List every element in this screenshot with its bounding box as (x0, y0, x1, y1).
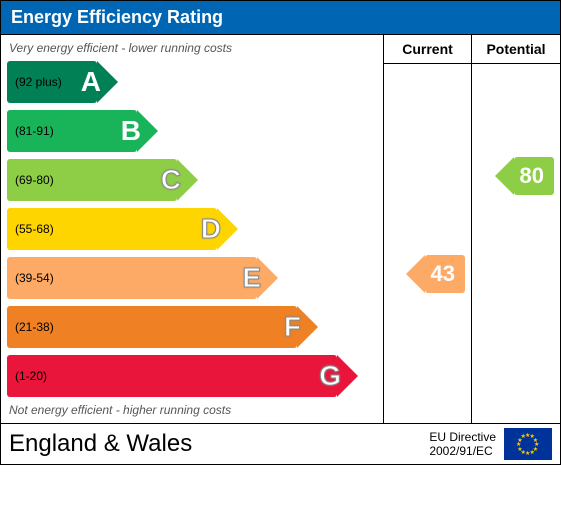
bands-column: Very energy efficient - lower running co… (1, 35, 384, 423)
current-pointer: 43 (425, 255, 465, 293)
band-letter: C (161, 164, 181, 196)
chart-title: Energy Efficiency Rating (1, 1, 560, 34)
directive-line1: EU Directive (429, 430, 496, 444)
band-row-a: (92 plus) A (7, 61, 377, 103)
band-range: (55-68) (15, 222, 54, 236)
band-letter: E (242, 262, 261, 294)
band-bar-a: (92 plus)A (7, 61, 97, 103)
current-header: Current (384, 35, 471, 64)
band-letter: A (81, 66, 101, 98)
eu-star-icon: ★ (521, 433, 526, 440)
band-range: (1-20) (15, 369, 47, 383)
epc-chart-container: Energy Efficiency Rating Very energy eff… (0, 0, 561, 465)
footer-country: England & Wales (9, 430, 429, 458)
band-letter: G (319, 360, 341, 392)
band-bar-d: (55-68)D (7, 208, 217, 250)
current-column: Current 43 (384, 35, 472, 423)
band-range: (21-38) (15, 320, 54, 334)
footer: England & Wales EU Directive 2002/91/EC … (1, 423, 560, 464)
bars-container: (92 plus) A (81-91) B (69-80) C (55-68) D (39-54… (7, 61, 377, 397)
band-letter: B (121, 115, 141, 147)
band-row-e: (39-54) E (7, 257, 377, 299)
band-range: (39-54) (15, 271, 54, 285)
band-letter: D (201, 213, 221, 245)
band-bar-b: (81-91)B (7, 110, 137, 152)
directive-line2: 2002/91/EC (429, 444, 496, 458)
band-bar-f: (21-38)F (7, 306, 297, 348)
footer-directive: EU Directive 2002/91/EC (429, 430, 496, 459)
subtitle-top: Very energy efficient - lower running co… (7, 39, 377, 61)
current-value: 43 (431, 261, 455, 287)
potential-pointer: 80 (514, 157, 554, 195)
potential-header: Potential (472, 35, 560, 64)
band-row-f: (21-38) F (7, 306, 377, 348)
band-row-d: (55-68) D (7, 208, 377, 250)
band-range: (69-80) (15, 173, 54, 187)
pointer-arrow-icon (406, 255, 425, 293)
band-bar-c: (69-80)C (7, 159, 177, 201)
band-bar-g: (1-20)G (7, 355, 337, 397)
main-area: Very energy efficient - lower running co… (1, 34, 560, 423)
pointer-arrow-icon (495, 157, 514, 195)
band-bar-e: (39-54)E (7, 257, 257, 299)
band-range: (92 plus) (15, 75, 62, 89)
eu-flag-icon: ★★★★★★★★★★★★ (504, 428, 552, 460)
band-letter: F (284, 311, 301, 343)
potential-value: 80 (520, 163, 544, 189)
band-row-b: (81-91) B (7, 110, 377, 152)
band-row-g: (1-20) G (7, 355, 377, 397)
band-row-c: (69-80) C (7, 159, 377, 201)
potential-column: Potential 80 (472, 35, 560, 423)
band-range: (81-91) (15, 124, 54, 138)
subtitle-bottom: Not energy efficient - higher running co… (7, 397, 377, 419)
